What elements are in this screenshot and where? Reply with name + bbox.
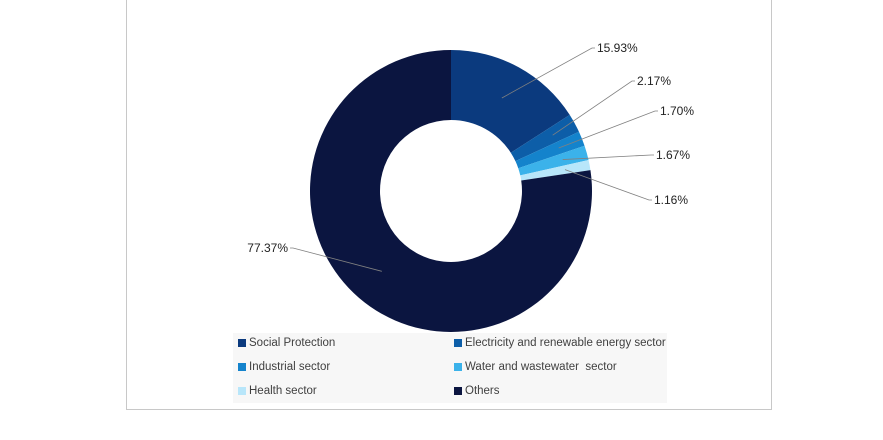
legend-item: Others: [454, 383, 500, 399]
slice-industrial-sector: [515, 131, 585, 169]
leader-line: [290, 247, 382, 272]
legend-swatch: [238, 387, 246, 395]
data-label: 2.17%: [637, 74, 671, 88]
leader-line: [564, 169, 652, 201]
legend-item: Health sector: [238, 383, 317, 399]
data-label: 1.16%: [654, 193, 688, 207]
slice-social-protection: [451, 50, 570, 153]
slice-electricity-and-renewable-energy-sector: [510, 114, 579, 162]
slice-others: [309, 49, 592, 332]
chart-legend: Social Protection Electricity and renewab…: [233, 333, 667, 403]
legend-label: Others: [465, 385, 500, 397]
legend-label: Industrial sector: [249, 361, 331, 373]
legend-item: Water and wastewater sector: [454, 359, 617, 375]
leader-line: [558, 110, 658, 149]
slice-health-sector: [520, 159, 591, 181]
legend-swatch: [454, 363, 462, 371]
legend-label: Health sector: [249, 385, 317, 397]
leader-line: [562, 154, 654, 160]
data-label: 77.37%: [247, 241, 288, 255]
legend-label: Electricity and renewable energy sector: [465, 337, 666, 349]
slice-water-and-wastewater-sector: [518, 145, 589, 176]
data-label: 1.67%: [656, 148, 690, 162]
leader-line: [552, 80, 635, 136]
legend-item: Industrial sector: [238, 359, 330, 375]
data-label: 1.70%: [660, 104, 694, 118]
legend-label: Social Protection: [249, 337, 336, 349]
data-label: 15.93%: [597, 41, 638, 55]
legend-swatch: [238, 339, 246, 347]
legend-swatch: [454, 339, 462, 347]
legend-item: Social Protection: [238, 335, 335, 351]
legend-item: Electricity and renewable energy sector: [454, 335, 666, 351]
legend-swatch: [238, 363, 246, 371]
legend-label: Water and wastewater sector: [465, 361, 617, 373]
leader-line: [501, 47, 595, 99]
legend-swatch: [454, 387, 462, 395]
